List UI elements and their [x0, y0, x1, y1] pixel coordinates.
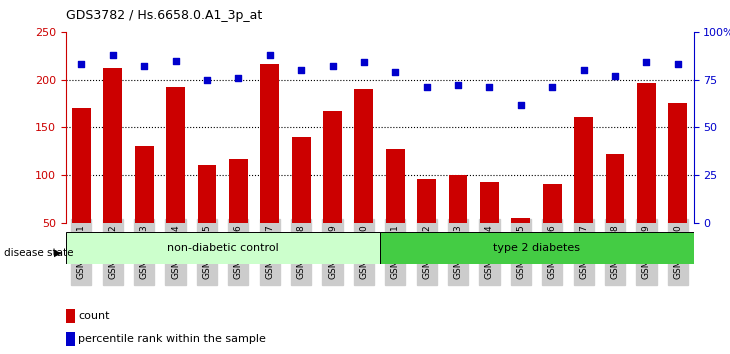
Point	[169, 58, 181, 63]
Bar	[72, 108, 91, 271]
Bar	[166, 87, 185, 271]
Bar	[480, 182, 499, 271]
Bar	[449, 175, 467, 271]
Point	[264, 52, 276, 58]
Bar	[637, 84, 656, 271]
Point	[107, 52, 119, 58]
Point	[672, 62, 683, 67]
Bar	[198, 165, 216, 271]
Bar	[606, 154, 624, 271]
Point	[358, 59, 369, 65]
Point	[76, 62, 88, 67]
Bar	[355, 89, 373, 271]
Bar	[104, 68, 122, 271]
Point	[326, 63, 338, 69]
Point	[641, 59, 653, 65]
Point	[232, 75, 244, 81]
Bar	[543, 184, 561, 271]
Text: non-diabetic control: non-diabetic control	[166, 243, 279, 253]
Bar	[386, 149, 404, 271]
Point	[139, 63, 150, 69]
Text: disease state: disease state	[4, 248, 73, 258]
Bar	[292, 137, 310, 271]
Bar	[66, 232, 380, 264]
Text: ▶: ▶	[54, 247, 61, 257]
Point	[201, 77, 213, 82]
Bar	[66, 332, 75, 346]
Bar	[669, 103, 687, 271]
Point	[546, 85, 558, 90]
Point	[390, 69, 402, 75]
Bar	[575, 117, 593, 271]
Point	[515, 102, 527, 107]
Text: type 2 diabetes: type 2 diabetes	[493, 243, 580, 253]
Bar	[229, 159, 247, 271]
Text: count: count	[79, 311, 110, 321]
Bar	[261, 64, 279, 271]
Text: percentile rank within the sample: percentile rank within the sample	[79, 334, 266, 344]
Point	[421, 85, 433, 90]
Point	[453, 82, 464, 88]
Point	[578, 67, 590, 73]
Bar	[66, 309, 75, 323]
Point	[484, 85, 496, 90]
Bar	[512, 218, 530, 271]
Point	[609, 73, 620, 79]
Bar	[323, 111, 342, 271]
Bar	[418, 179, 436, 271]
Bar	[380, 232, 694, 264]
Point	[295, 67, 307, 73]
Bar	[135, 145, 153, 271]
Text: GDS3782 / Hs.6658.0.A1_3p_at: GDS3782 / Hs.6658.0.A1_3p_at	[66, 9, 262, 22]
